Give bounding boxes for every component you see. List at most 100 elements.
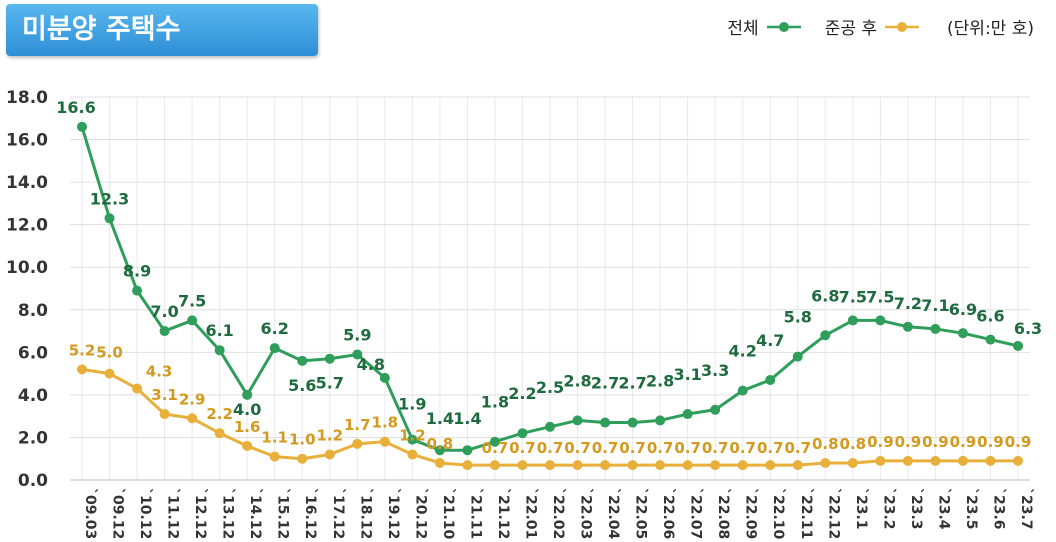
data-label-total: 7.5 xyxy=(839,287,867,306)
data-label-completed: 0.8 xyxy=(427,435,454,453)
point-completed xyxy=(1013,456,1023,466)
point-total xyxy=(1013,341,1023,351)
y-tick-label: 4.0 xyxy=(18,386,48,406)
x-tick-label: `23.3 xyxy=(908,488,924,530)
x-tick-label: `23.7 xyxy=(1018,488,1034,530)
data-label-completed: 0.9 xyxy=(895,433,922,451)
point-completed xyxy=(903,456,913,466)
x-tick-label: `10.12 xyxy=(137,488,153,539)
x-tick-label: `23.2 xyxy=(880,488,896,530)
x-tick-label: `21.11 xyxy=(467,488,483,539)
point-completed xyxy=(325,449,335,459)
x-tick-label: `12.12 xyxy=(192,488,208,539)
data-label-completed: 0.8 xyxy=(812,435,839,453)
point-completed xyxy=(985,456,995,466)
point-total xyxy=(848,315,858,325)
data-label-total: 1.9 xyxy=(398,395,426,414)
point-completed xyxy=(628,460,638,470)
x-tick-label: `23.6 xyxy=(990,488,1006,530)
data-label-total: 4.8 xyxy=(357,355,385,374)
data-label-completed: 0.9 xyxy=(950,433,977,451)
data-label-total: 8.9 xyxy=(123,262,151,281)
point-completed xyxy=(765,460,775,470)
point-total xyxy=(160,326,170,336)
data-label-total: 7.0 xyxy=(150,302,178,321)
data-label-completed: 4.3 xyxy=(146,363,173,381)
data-label-completed: 1.2 xyxy=(316,426,343,444)
point-completed xyxy=(77,364,87,374)
x-tick-label: `17.12 xyxy=(330,488,346,539)
point-completed xyxy=(105,369,115,379)
data-label-completed: 1.6 xyxy=(234,418,261,436)
data-label-total: 4.7 xyxy=(756,331,784,350)
data-label-total: 2.2 xyxy=(508,384,536,403)
y-tick-label: 6.0 xyxy=(18,343,48,363)
point-completed xyxy=(875,456,885,466)
data-label-total: 16.6 xyxy=(56,98,95,117)
point-total xyxy=(765,375,775,385)
point-total xyxy=(325,354,335,364)
point-completed xyxy=(545,460,555,470)
data-label-total: 3.3 xyxy=(701,361,729,380)
x-tick-label: `22.11 xyxy=(798,488,814,539)
data-label-completed: 0.7 xyxy=(592,439,619,457)
point-total xyxy=(600,418,610,428)
point-total xyxy=(270,343,280,353)
point-completed xyxy=(187,413,197,423)
point-total xyxy=(683,409,693,419)
data-label-total: 6.8 xyxy=(811,286,839,305)
data-label-completed: 2.2 xyxy=(206,405,233,423)
data-label-total: 6.1 xyxy=(205,321,233,340)
x-tick-label: `18.12 xyxy=(357,488,373,539)
data-label-total: 1.8 xyxy=(481,393,509,412)
point-total xyxy=(545,422,555,432)
data-label-total: 6.2 xyxy=(261,319,289,338)
y-tick-label: 18.0 xyxy=(6,88,48,108)
point-total xyxy=(628,418,638,428)
data-label-completed: 2.9 xyxy=(179,390,206,408)
data-label-completed: 1.8 xyxy=(372,414,399,432)
point-total xyxy=(738,386,748,396)
point-total xyxy=(132,286,142,296)
data-label-completed: 1.7 xyxy=(344,416,371,434)
point-total xyxy=(573,415,583,425)
point-total xyxy=(903,322,913,332)
data-label-completed: 0.7 xyxy=(619,439,646,457)
x-tick-label: `15.12 xyxy=(275,488,291,539)
point-completed xyxy=(435,458,445,468)
data-label-total: 6.6 xyxy=(976,307,1004,326)
data-label-total: 6.9 xyxy=(949,300,977,319)
x-tick-label: `13.12 xyxy=(220,488,236,539)
point-completed xyxy=(490,460,500,470)
point-total xyxy=(187,315,197,325)
x-tick-label: `11.12 xyxy=(165,488,181,539)
data-label-total: 6.3 xyxy=(1014,319,1042,338)
x-tick-label: `21.10 xyxy=(440,488,456,540)
point-completed xyxy=(380,437,390,447)
data-label-total: 5.9 xyxy=(343,325,371,344)
data-label-total: 7.5 xyxy=(178,291,206,310)
data-label-total: 5.8 xyxy=(784,308,812,327)
point-completed xyxy=(958,456,968,466)
data-label-completed: 0.7 xyxy=(647,439,674,457)
data-label-completed: 0.7 xyxy=(482,439,509,457)
point-total xyxy=(242,390,252,400)
x-tick-label: `23.1 xyxy=(853,488,869,530)
x-tick-label: `21.12 xyxy=(495,488,511,539)
point-completed xyxy=(930,456,940,466)
y-tick-label: 12.0 xyxy=(6,216,48,236)
y-tick-label: 0.0 xyxy=(18,471,48,491)
point-completed xyxy=(297,454,307,464)
point-completed xyxy=(215,428,225,438)
data-label-total: 12.3 xyxy=(90,189,129,208)
point-completed xyxy=(655,460,665,470)
x-tick-label: `22.03 xyxy=(578,488,594,539)
y-tick-label: 10.0 xyxy=(6,258,48,278)
point-total xyxy=(820,330,830,340)
point-total xyxy=(875,315,885,325)
y-tick-label: 14.0 xyxy=(6,173,48,193)
x-tick-label: `20.12 xyxy=(412,488,428,539)
point-total xyxy=(655,415,665,425)
point-completed xyxy=(160,409,170,419)
point-total xyxy=(517,428,527,438)
